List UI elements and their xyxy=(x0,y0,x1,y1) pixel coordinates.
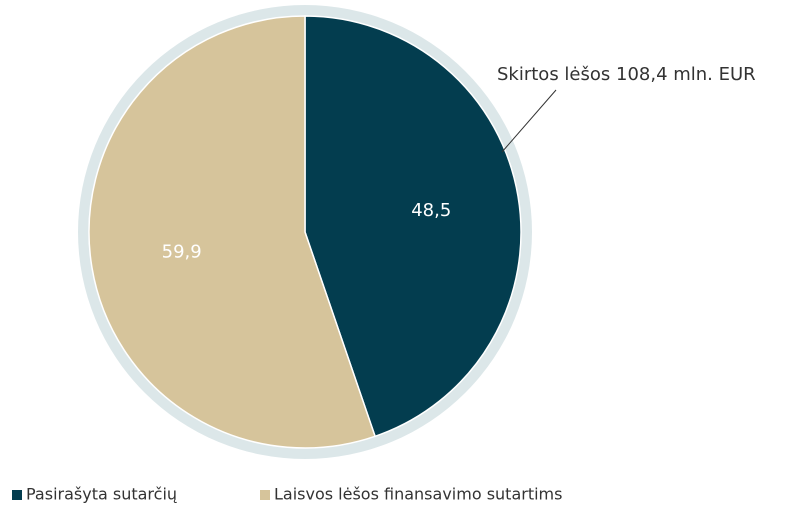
legend-label: Laisvos lėšos finansavimo sutartims xyxy=(274,485,562,504)
pie-slice xyxy=(304,15,522,438)
pie-slice xyxy=(88,15,377,449)
legend-swatch xyxy=(260,490,270,500)
legend-swatch xyxy=(12,490,22,500)
legend: Pasirašyta sutarčių Laisvos lėšos finansa… xyxy=(12,485,562,504)
pie: 48,5 59,9 xyxy=(78,5,532,459)
data-label: 59,9 xyxy=(162,242,202,263)
annotation-leader xyxy=(501,89,557,153)
legend-label: Pasirašyta sutarčių xyxy=(26,485,177,504)
data-label: 48,5 xyxy=(411,200,451,221)
annotation: Skirtos lėšos 108,4 mln. EUR xyxy=(497,64,756,85)
